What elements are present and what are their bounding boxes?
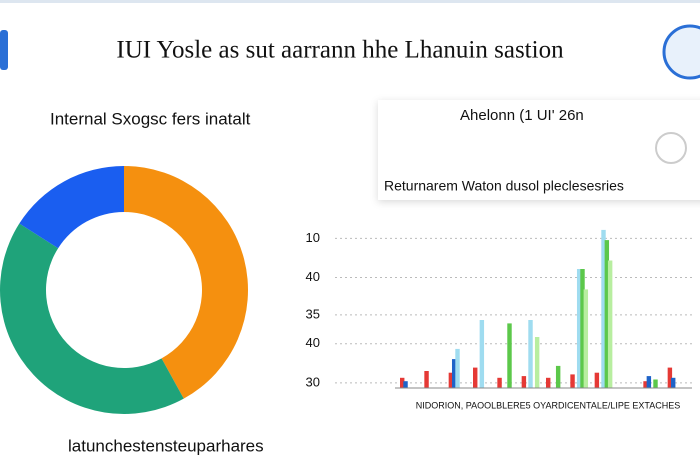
donut-title: Internal Sxogsc fers inatalt xyxy=(50,109,251,128)
bar xyxy=(400,377,405,388)
bar xyxy=(583,289,589,388)
bar xyxy=(521,376,527,388)
bar xyxy=(424,371,429,388)
bar xyxy=(479,320,485,388)
bar-title: Ahelonn (1 UI' 26n xyxy=(460,107,584,124)
bar xyxy=(473,367,478,388)
bar xyxy=(451,359,457,388)
bar xyxy=(643,381,648,388)
y-tick-label: 30 xyxy=(306,374,320,389)
bar xyxy=(594,372,600,388)
bar xyxy=(497,377,502,388)
y-tick-label: 40 xyxy=(306,335,320,350)
top-strip xyxy=(0,0,700,3)
bar xyxy=(455,348,460,388)
bar xyxy=(570,374,575,388)
bar xyxy=(653,379,658,388)
bar xyxy=(534,337,540,388)
logo[interactable] xyxy=(662,24,700,80)
page-title: IUI Yosle as sut aarrann hhe Lhanuin sas… xyxy=(116,37,564,64)
bar xyxy=(601,229,606,388)
bar xyxy=(580,269,585,388)
bar xyxy=(604,240,610,388)
y-tick-label: 35 xyxy=(306,306,320,321)
donut-slice xyxy=(19,166,124,249)
bar xyxy=(667,367,673,388)
y-tick-label: 40 xyxy=(306,269,320,284)
donut-slice xyxy=(124,166,248,399)
bar xyxy=(403,381,408,388)
donut-slice xyxy=(0,223,184,414)
bar xyxy=(507,323,512,388)
bar xyxy=(646,376,652,388)
donut-caption: latunchestensteuparhares xyxy=(68,436,264,455)
bar-header-card xyxy=(378,100,700,200)
bar xyxy=(607,260,613,388)
bar xyxy=(555,365,561,388)
bar-subtitle: Returnarem Waton dusol pleclesesries xyxy=(384,178,624,194)
x-axis-label: NIDORION, PAOOLBLERE5 OYARDICENTALE/LIPE… xyxy=(416,400,680,410)
bar xyxy=(448,372,454,388)
bar xyxy=(528,320,533,388)
bar xyxy=(576,269,582,388)
y-tick-label: 10 xyxy=(306,230,320,245)
bar xyxy=(670,377,676,388)
gauge-button[interactable] xyxy=(655,132,687,164)
bar xyxy=(546,377,551,388)
side-tab[interactable] xyxy=(0,30,8,70)
